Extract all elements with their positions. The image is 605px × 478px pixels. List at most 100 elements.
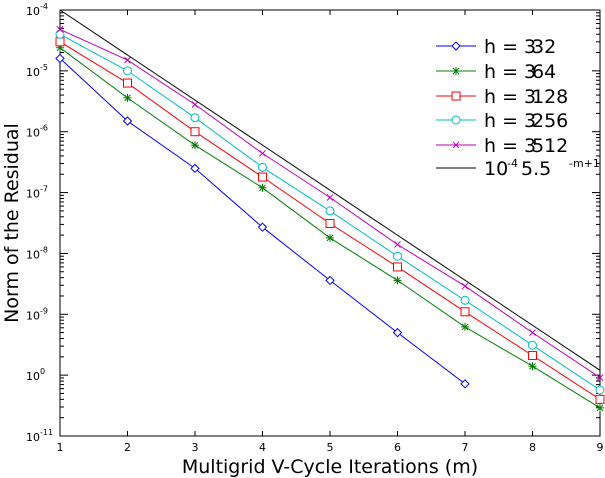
y-tick-base: 10: [26, 127, 40, 140]
data-point: [55, 37, 65, 47]
y-tick-label: 10 -9: [26, 306, 48, 322]
data-point: [393, 276, 402, 285]
legend-num: 3: [524, 135, 536, 157]
series-2: [56, 43, 604, 412]
series-line: [59, 28, 601, 379]
x-tick-label: 5: [327, 441, 334, 454]
data-point: [55, 53, 65, 64]
legend-num: 3: [524, 110, 536, 132]
data-point: [393, 251, 402, 261]
data-point: [451, 41, 461, 51]
series-6: [59, 9, 601, 371]
y-tick-base: 10: [26, 309, 40, 322]
x-tick-label: 6: [394, 441, 401, 454]
data-point: [460, 307, 470, 317]
y-tick-base: 10: [26, 370, 40, 383]
data-point: [451, 91, 461, 101]
data-point: [529, 329, 536, 336]
data-point: [451, 115, 461, 125]
y-tick-exp: -7: [40, 185, 48, 194]
y-tick-label: 10 0: [26, 367, 45, 383]
data-point: [191, 101, 199, 108]
y-tick-exp: 0: [40, 367, 45, 376]
series-line: [59, 58, 466, 385]
data-point: [325, 275, 335, 286]
legend-label: h =: [484, 86, 518, 108]
data-point: [191, 141, 199, 150]
x-axis-label: Multigrid V-Cycle Iterations (m): [182, 456, 478, 478]
data-point: [394, 241, 401, 248]
data-point: [326, 233, 334, 242]
data-point: [461, 322, 469, 331]
data-point: [595, 394, 605, 404]
y-tick-base: 10: [26, 188, 40, 201]
y-tick-base: 10: [26, 66, 40, 79]
legend-label: h =: [484, 36, 518, 58]
data-point: [461, 282, 469, 290]
data-point: [595, 385, 605, 395]
legend-label: h =: [484, 61, 518, 83]
data-point: [190, 113, 200, 123]
series-layer: [55, 9, 605, 412]
series-1: [55, 53, 470, 389]
data-point: [452, 67, 460, 75]
legend-den: 32: [532, 36, 556, 58]
x-tick-label: 8: [529, 441, 536, 454]
legend-label: h =: [484, 110, 518, 132]
x-tick-label: 2: [124, 441, 131, 454]
y-tick-exp: -5: [40, 63, 48, 72]
data-point: [258, 172, 267, 182]
y-tick-base: 10: [26, 248, 40, 261]
legend-den: 256: [532, 110, 568, 132]
legend-label: 10: [484, 158, 508, 180]
x-tick-label: 9: [597, 441, 604, 454]
y-tick-exp: -9: [40, 306, 48, 315]
data-point: [259, 150, 266, 157]
data-point: [528, 351, 537, 361]
data-point: [452, 141, 460, 149]
y-tick-exp: -8: [40, 245, 48, 254]
data-point: [123, 78, 132, 88]
series-4: [55, 29, 605, 395]
y-axis-label: Norm of the Residual: [1, 123, 23, 323]
y-tick-label: 10 -4: [26, 2, 48, 18]
legend-num: 3: [524, 86, 536, 108]
series-5: [56, 26, 604, 381]
data-point: [55, 29, 65, 39]
y-tick-exp: -4: [40, 2, 48, 11]
legend-den: 64: [532, 61, 556, 83]
data-point: [123, 66, 132, 76]
y-tick-base: 10: [26, 431, 40, 444]
x-tick-label: 7: [462, 441, 469, 454]
y-tick-label: 10 -6: [26, 124, 48, 140]
legend-mid: 5.5: [521, 158, 551, 180]
legend-den: 128: [532, 86, 568, 108]
legend-num: 3: [524, 61, 536, 83]
x-tick-label: 4: [259, 441, 266, 454]
legend-entry: 10-4 5.5 -m+1: [436, 157, 600, 180]
data-point: [325, 206, 335, 216]
data-point: [460, 295, 470, 305]
legend-num: 3: [524, 36, 536, 58]
data-point: [123, 93, 132, 102]
data-point: [325, 219, 335, 229]
y-tick-base: 10: [26, 5, 40, 18]
series-line: [59, 9, 601, 371]
legend-den: 512: [532, 135, 568, 157]
data-point: [596, 374, 604, 381]
y-tick-label: 10 -8: [26, 245, 48, 261]
x-axis-ticks: 1 2 3 4 5 6 7 8 9: [57, 10, 604, 454]
data-point: [460, 379, 470, 389]
data-point: [258, 162, 267, 172]
data-point: [596, 403, 604, 412]
data-point: [56, 26, 64, 33]
data-point: [326, 194, 334, 201]
data-point: [528, 362, 537, 371]
series-3: [55, 37, 605, 404]
legend-label: h =: [484, 135, 518, 157]
x-tick-label: 1: [57, 441, 64, 454]
